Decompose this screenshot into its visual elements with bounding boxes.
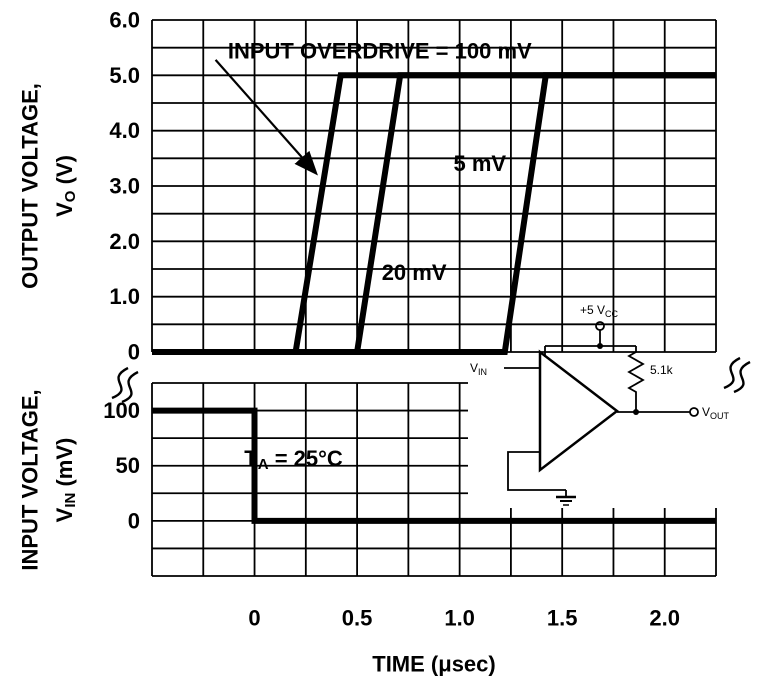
y-tick-output-voltage: 4.0 — [109, 118, 140, 143]
circuit-inset: +5 VCC 5.1k VIN VOUT — [468, 303, 748, 508]
annotation-output-voltage-2: 5 mV — [453, 150, 506, 175]
ground-wire — [507, 451, 566, 491]
curve-overdrive-5mv — [152, 72, 716, 355]
curve-input-step — [152, 407, 716, 524]
axis-breaks — [111, 356, 751, 404]
junction-dot — [597, 343, 603, 349]
input-axis-label-line1: INPUT VOLTAGE, — [18, 389, 43, 570]
y-tick-input-voltage: 100 — [103, 398, 140, 423]
y-tick-output-voltage: 0 — [128, 340, 140, 365]
vin-label: VIN — [470, 361, 487, 377]
y-tick-output-voltage: 6.0 — [109, 8, 140, 33]
resistor — [627, 346, 645, 412]
annotation-input-voltage-0: TA = 25°C — [244, 445, 343, 472]
output-axis-label-line2: VO (V) — [52, 155, 79, 217]
vout-label: VOUT — [702, 405, 730, 421]
x-tick: 1.5 — [547, 606, 578, 631]
output-axis-label-line1: OUTPUT VOLTAGE, — [18, 83, 43, 289]
annotation-output-voltage-0: INPUT OVERDRIVE = 100 mV — [228, 38, 532, 63]
time-axis-label: TIME (μsec) — [372, 652, 495, 677]
x-tick: 0.5 — [342, 606, 373, 631]
vout-terminal — [689, 407, 699, 417]
y-tick-output-voltage: 1.0 — [109, 284, 140, 309]
y-tick-input-voltage: 50 — [116, 453, 140, 478]
output-junction-dot — [633, 409, 639, 415]
x-tick: 2.0 — [649, 606, 680, 631]
ground-icon — [556, 495, 576, 506]
axis-break-right-icon — [723, 356, 751, 394]
output-voltage-panel: 6.0 5.0 4.0 3.0 2.0 1.0 0 INPUT OVERDRIVE = 100… — [109, 8, 717, 365]
supply-label: +5 VCC — [580, 303, 619, 319]
overdrive-callout-arrow — [214, 59, 318, 176]
time-axis: 0 0.5 1.0 1.5 2.0 — [248, 606, 680, 631]
resistor-label: 5.1k — [650, 363, 674, 377]
y-axis-labels: OUTPUT VOLTAGE, VO (V) INPUT VOLTAGE, VI… — [18, 83, 79, 571]
x-tick: 0 — [248, 606, 260, 631]
x-tick: 1.0 — [444, 606, 475, 631]
circuit-background — [468, 356, 748, 508]
y-tick-output-voltage: 2.0 — [109, 229, 140, 254]
comparator-triangle — [538, 349, 620, 473]
annotation-output-voltage-1: 20 mV — [382, 259, 447, 284]
y-tick-input-voltage: 0 — [128, 508, 140, 533]
input-axis-label-line2: VIN (mV) — [52, 438, 79, 523]
supply-terminal — [595, 321, 605, 331]
y-tick-output-voltage: 5.0 — [109, 63, 140, 88]
axis-break-left-icon — [111, 366, 139, 404]
y-tick-output-voltage: 3.0 — [109, 174, 140, 199]
